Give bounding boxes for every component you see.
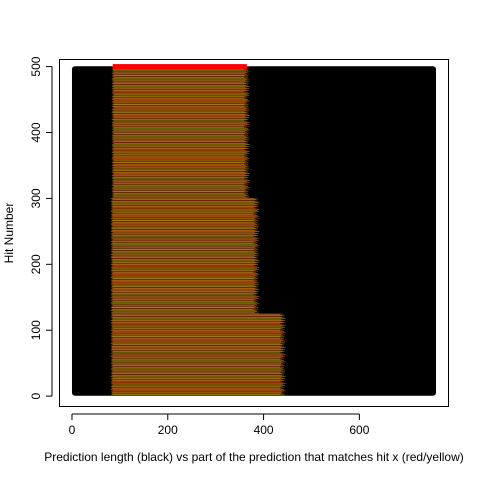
x-tick-label: 0 [69, 423, 76, 437]
y-tick-label: 200 [29, 254, 43, 274]
x-axis: 0 200 400 600 [69, 413, 370, 437]
match-band-2 [111, 66, 250, 199]
x-tick-label: 600 [349, 423, 369, 437]
y-tick-label: 100 [29, 320, 43, 340]
y-axis-label: Hit Number [2, 203, 16, 264]
y-tick-label: 300 [29, 188, 43, 208]
y-axis: 0 100 200 300 400 500 [29, 56, 53, 399]
plot-frame [59, 59, 449, 407]
x-axis-label: Prediction length (black) vs part of the… [44, 450, 464, 464]
prediction-length-block-0 [71, 66, 437, 396]
y-tick-label: 0 [29, 392, 43, 399]
data-layer [71, 64, 437, 396]
match-band-0 [110, 313, 286, 396]
y-tick-label: 500 [29, 56, 43, 76]
x-tick-label: 200 [158, 423, 178, 437]
match-band-1 [110, 198, 260, 314]
top-hit-highlight [112, 64, 247, 70]
x-tick-label: 400 [254, 423, 274, 437]
y-tick-label: 400 [29, 122, 43, 142]
